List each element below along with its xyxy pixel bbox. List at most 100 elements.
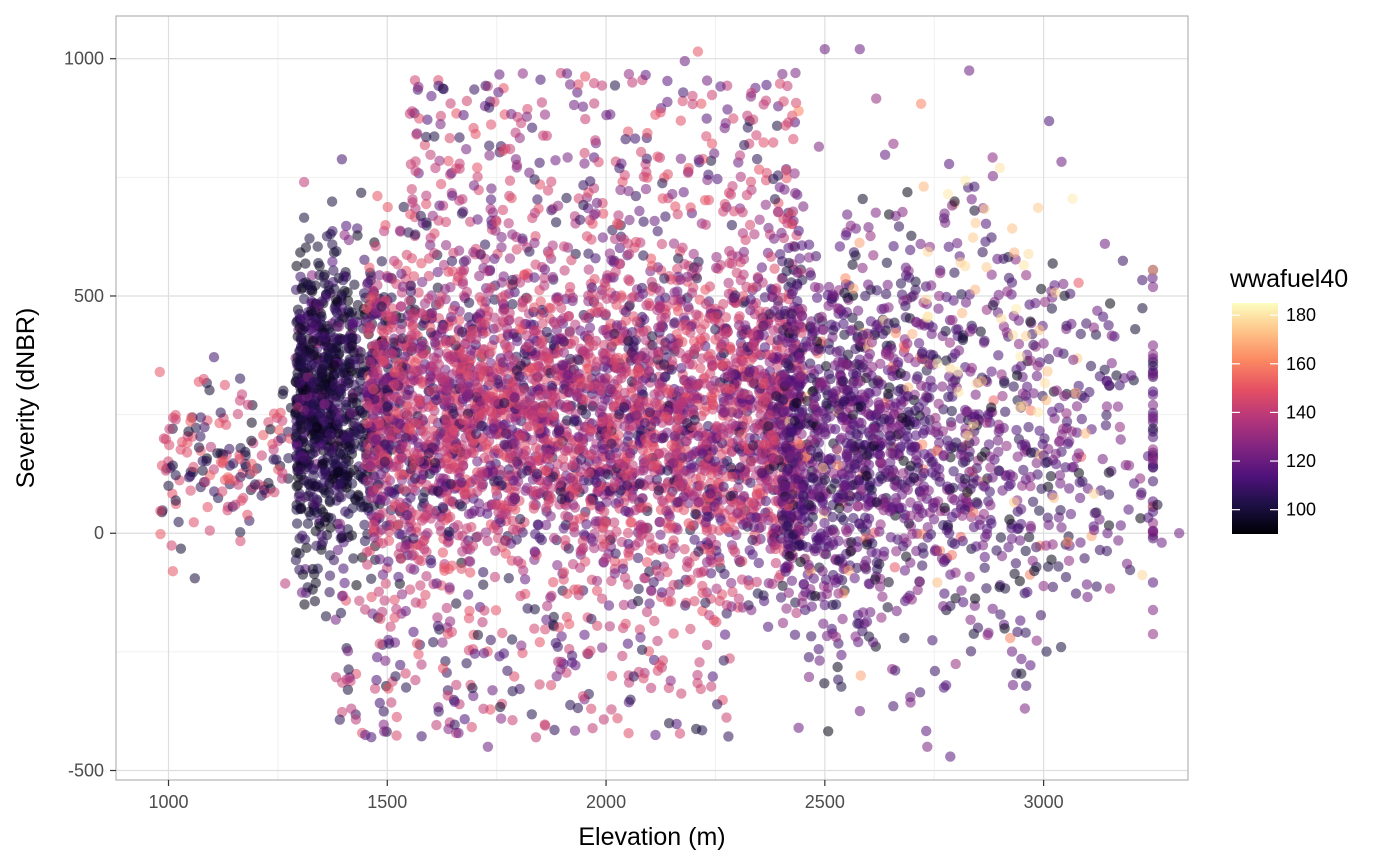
- data-point: [557, 360, 569, 371]
- data-point: [769, 263, 780, 274]
- data-point: [745, 305, 756, 316]
- data-point: [582, 371, 593, 383]
- data-point: [374, 270, 385, 281]
- data-point: [247, 466, 259, 477]
- data-point: [603, 600, 615, 611]
- data-point: [389, 367, 400, 378]
- data-point: [705, 533, 717, 544]
- data-point: [524, 246, 535, 257]
- data-point: [158, 433, 170, 444]
- data-point: [644, 598, 655, 609]
- data-point: [633, 354, 644, 365]
- data-point: [517, 297, 528, 308]
- data-point: [673, 476, 684, 487]
- data-point: [312, 563, 323, 574]
- data-point: [395, 324, 406, 336]
- data-point: [632, 366, 644, 378]
- data-point: [637, 493, 648, 504]
- data-point: [548, 533, 560, 544]
- data-point: [484, 150, 495, 161]
- data-point: [277, 415, 288, 426]
- data-point: [356, 187, 367, 198]
- data-point: [447, 266, 458, 277]
- data-point: [747, 339, 759, 350]
- data-point: [242, 509, 253, 520]
- data-point: [650, 397, 661, 408]
- data-point: [594, 381, 606, 392]
- data-point: [688, 345, 700, 357]
- data-point: [291, 504, 302, 515]
- data-point: [456, 501, 467, 512]
- data-point: [695, 324, 707, 335]
- data-point: [201, 455, 212, 467]
- data-point: [764, 356, 775, 368]
- data-point: [672, 209, 683, 220]
- data-point: [529, 546, 540, 557]
- data-point: [553, 425, 565, 436]
- data-point: [623, 547, 634, 558]
- data-point: [599, 506, 610, 517]
- data-point: [175, 444, 186, 455]
- data-point: [588, 340, 599, 351]
- data-point: [431, 394, 442, 406]
- data-point: [354, 309, 365, 320]
- data-point: [342, 524, 353, 535]
- data-point: [643, 365, 655, 377]
- data-point: [645, 682, 657, 694]
- data-point: [637, 502, 648, 513]
- data-point: [550, 217, 562, 228]
- data-point: [692, 379, 703, 391]
- data-point: [542, 447, 553, 459]
- data-point: [616, 292, 627, 303]
- data-point: [673, 305, 684, 317]
- data-point: [544, 248, 555, 259]
- data-point: [309, 481, 320, 492]
- data-point: [609, 481, 620, 492]
- data-point: [376, 469, 387, 480]
- data-point: [395, 301, 407, 312]
- data-point: [604, 529, 615, 541]
- data-point: [283, 453, 294, 464]
- data-point: [585, 424, 596, 435]
- data-point: [331, 246, 342, 257]
- data-point: [556, 631, 567, 642]
- data-point: [756, 467, 768, 479]
- data-point: [334, 523, 346, 535]
- data-point: [490, 605, 502, 616]
- data-point: [410, 165, 421, 177]
- data-point: [558, 567, 570, 578]
- data-point: [416, 258, 427, 269]
- data-point: [188, 517, 199, 528]
- data-point: [747, 440, 759, 451]
- data-point: [440, 419, 452, 430]
- data-point: [490, 225, 501, 236]
- data-point: [762, 621, 774, 632]
- data-point: [632, 552, 644, 564]
- data-point: [424, 504, 436, 515]
- data-point: [212, 448, 223, 459]
- data-point: [478, 361, 489, 372]
- data-point: [416, 341, 427, 352]
- data-point: [631, 410, 642, 421]
- data-point: [499, 397, 510, 409]
- data-point: [299, 599, 310, 610]
- data-point: [342, 471, 353, 482]
- data-point: [466, 521, 477, 533]
- data-point: [311, 507, 323, 518]
- data-point: [500, 428, 512, 439]
- data-point: [155, 505, 166, 517]
- data-point: [335, 384, 347, 396]
- data-point: [386, 697, 397, 708]
- data-point: [638, 250, 649, 261]
- data-point: [659, 273, 670, 284]
- data-point: [759, 378, 770, 389]
- data-point: [396, 268, 407, 279]
- data-point: [659, 371, 670, 382]
- data-point: [362, 559, 373, 570]
- data-point: [383, 486, 394, 497]
- data-point: [728, 292, 739, 304]
- data-point: [317, 536, 328, 547]
- data-point: [452, 520, 463, 531]
- data-point: [382, 272, 394, 283]
- data-point: [306, 308, 317, 319]
